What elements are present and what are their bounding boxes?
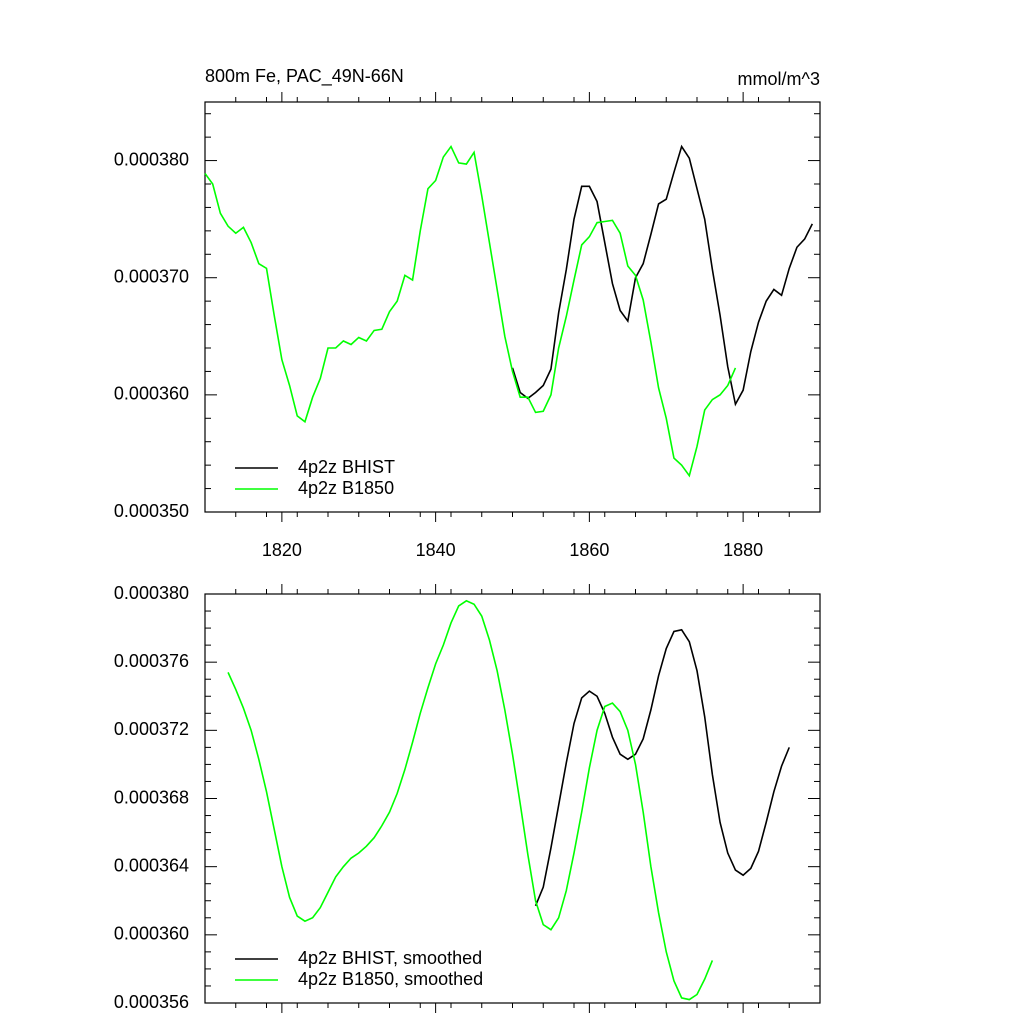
y-tick-label: 0.000372 <box>114 719 189 739</box>
x-tick-label: 1840 <box>416 540 456 560</box>
x-tick-label: 1820 <box>262 540 302 560</box>
y-tick-label: 0.000370 <box>114 266 189 286</box>
plot-frame <box>204 593 821 1004</box>
y-tick-label: 0.000364 <box>114 855 189 875</box>
legend-label: 4p2z B1850 <box>298 478 394 498</box>
y-tick-label: 0.000380 <box>114 149 189 169</box>
y-tick-label: 0.000356 <box>114 992 189 1012</box>
legend-label: 4p2z BHIST, smoothed <box>298 948 482 968</box>
chart-title: 800m Fe, PAC_49N-66N <box>205 66 404 87</box>
data-line <box>227 599 714 1001</box>
data-line <box>534 628 790 907</box>
y-tick-label: 0.000376 <box>114 651 189 671</box>
data-line <box>204 144 737 478</box>
data-line <box>511 144 814 407</box>
units-label: mmol/m^3 <box>738 69 820 89</box>
legend-label: 4p2z BHIST <box>298 457 395 477</box>
y-tick-label: 0.000368 <box>114 787 189 807</box>
y-tick-label: 0.000360 <box>114 384 189 404</box>
x-tick-label: 1880 <box>723 540 763 560</box>
plot-frame <box>204 101 821 513</box>
legend-label: 4p2z B1850, smoothed <box>298 969 483 989</box>
x-tick-label: 1860 <box>569 540 609 560</box>
y-tick-label: 0.000380 <box>114 583 189 603</box>
y-tick-label: 0.000360 <box>114 924 189 944</box>
y-tick-label: 0.000350 <box>114 501 189 521</box>
